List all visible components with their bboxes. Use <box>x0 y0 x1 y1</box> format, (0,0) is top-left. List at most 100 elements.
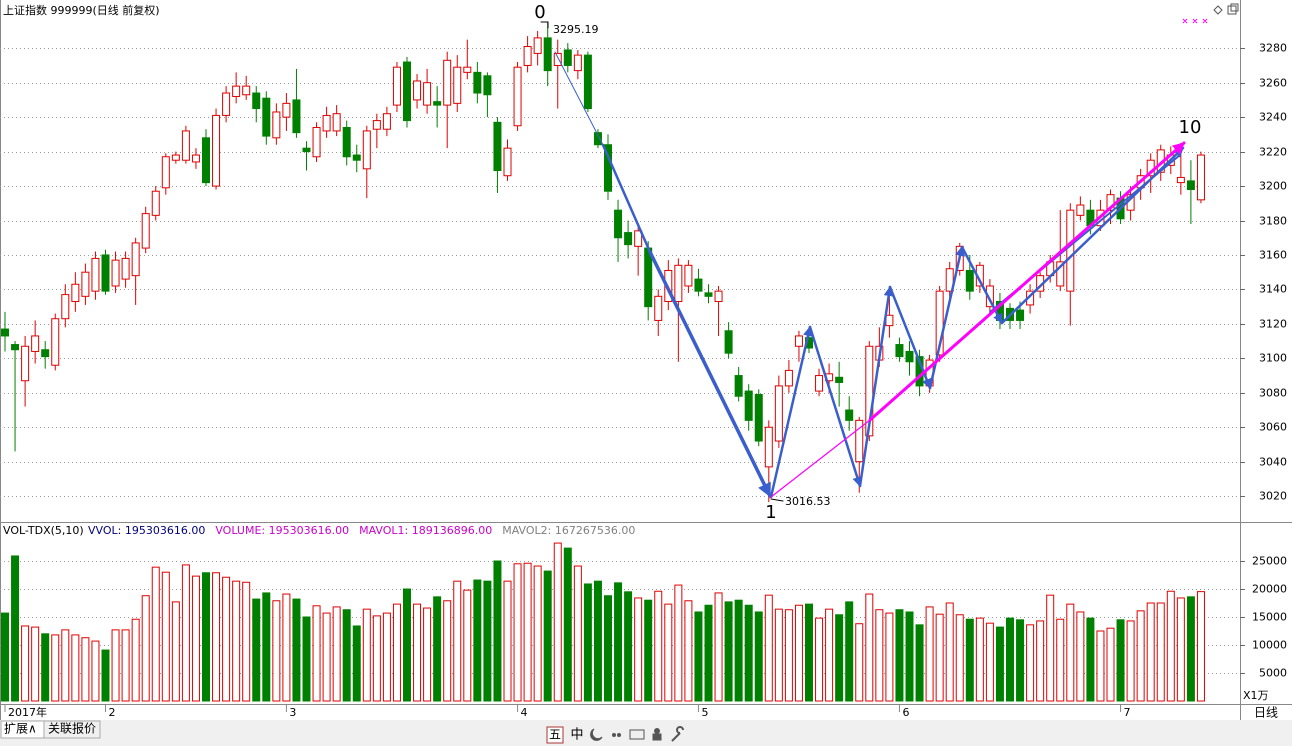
volume-bar <box>694 611 703 702</box>
volume-bar <box>232 580 241 702</box>
candle-body <box>362 130 371 170</box>
volume-bar <box>975 617 984 702</box>
candle-body <box>372 120 381 130</box>
volume-bar <box>543 570 552 702</box>
volume-bar <box>734 599 743 702</box>
tab-label[interactable]: 扩展∧ <box>4 722 37 736</box>
candle-body <box>302 147 311 153</box>
candle-body <box>835 376 844 383</box>
volume-bar <box>71 634 80 702</box>
period-label: 日线 <box>1254 706 1278 720</box>
candle-body <box>674 264 683 302</box>
volume-bar <box>704 604 713 702</box>
y-tick-label: 3100 <box>1259 352 1287 365</box>
volume-bar <box>252 598 261 702</box>
candle-body <box>292 99 301 134</box>
candle-body <box>433 101 442 106</box>
candle-body <box>945 268 954 292</box>
candle-body <box>463 66 472 73</box>
candle-body <box>533 37 542 54</box>
candle-body <box>985 285 994 308</box>
candle-body <box>212 114 221 187</box>
candle-body <box>724 330 733 354</box>
candle-body <box>1106 194 1115 211</box>
candle-body <box>242 85 251 96</box>
candle-body <box>61 294 70 320</box>
volume-bar <box>51 634 60 702</box>
y-tick-label: 5000 <box>1259 667 1287 680</box>
toolbar-icons[interactable] <box>590 726 684 742</box>
volume-bar <box>483 580 492 702</box>
candle-body <box>714 290 723 302</box>
candle-body <box>553 52 562 66</box>
volume-bar <box>513 563 522 702</box>
candle-body <box>1176 176 1185 184</box>
volume-bar <box>91 640 100 702</box>
candle-body <box>885 314 894 327</box>
candle-body <box>513 66 522 127</box>
candle-body <box>413 80 422 101</box>
candle-body <box>342 126 351 158</box>
candle-body <box>232 85 241 97</box>
volume-bar <box>191 575 200 702</box>
candle-body <box>332 113 341 132</box>
y-tick-label: 20000 <box>1252 583 1287 596</box>
volume-bar <box>724 601 733 702</box>
candle-body <box>403 61 411 122</box>
volume-bar <box>403 588 411 702</box>
volume-bar <box>1196 591 1205 702</box>
candle-body <box>573 54 582 72</box>
candle-body <box>1066 209 1075 292</box>
volume-bar <box>815 617 824 702</box>
volume-bar <box>774 608 783 702</box>
candle-body <box>101 254 110 292</box>
volume-bar <box>382 612 391 702</box>
candle-body <box>282 102 291 118</box>
tab-label[interactable]: 关联报价 <box>48 721 96 736</box>
candle-body <box>51 318 60 366</box>
volume-bar <box>81 637 90 702</box>
x-tick-label: 5 <box>701 706 708 719</box>
tab[interactable] <box>43 720 101 739</box>
y-tick-label: 3180 <box>1259 215 1287 228</box>
volume-bar <box>644 599 653 702</box>
candle-body <box>563 49 572 66</box>
candle-body <box>794 335 803 347</box>
y-tick-label: 3260 <box>1259 77 1287 90</box>
candle-body <box>1056 261 1065 287</box>
volume-bar <box>61 629 70 702</box>
y-tick-label: 3220 <box>1259 146 1287 159</box>
candle-body <box>855 419 864 463</box>
volume-bar <box>423 607 432 702</box>
volume-bar <box>463 589 472 702</box>
volume-bar <box>925 606 934 702</box>
volume-bar <box>845 601 854 702</box>
y-tick-label: 3160 <box>1259 249 1287 262</box>
candle-body <box>865 345 874 437</box>
candle-body <box>684 264 693 287</box>
volume-bar <box>523 562 532 702</box>
volume-bar <box>443 600 452 702</box>
candle-body <box>423 82 432 106</box>
candle-body <box>634 230 643 247</box>
volume-bar <box>995 626 1004 702</box>
toolbar-label[interactable]: 五 <box>549 728 561 742</box>
volume-bar <box>634 597 643 702</box>
candle-body <box>604 144 612 192</box>
toolbar-button[interactable] <box>546 726 564 744</box>
volume-bar <box>41 633 50 702</box>
candle-body <box>734 375 743 397</box>
volume-bar <box>573 565 582 702</box>
toolbar-label[interactable]: 中 <box>570 728 583 743</box>
frame <box>0 0 1292 720</box>
candle-body <box>382 113 391 130</box>
volume-bar <box>865 593 874 702</box>
candle-body <box>141 213 150 249</box>
candle-body <box>131 242 140 277</box>
volume-bar <box>945 602 954 702</box>
volume-bar <box>1176 597 1185 702</box>
volume-bar <box>111 629 120 702</box>
candle-body <box>121 257 130 280</box>
y-tick-label: 3240 <box>1259 111 1287 124</box>
candle-body <box>21 345 30 382</box>
